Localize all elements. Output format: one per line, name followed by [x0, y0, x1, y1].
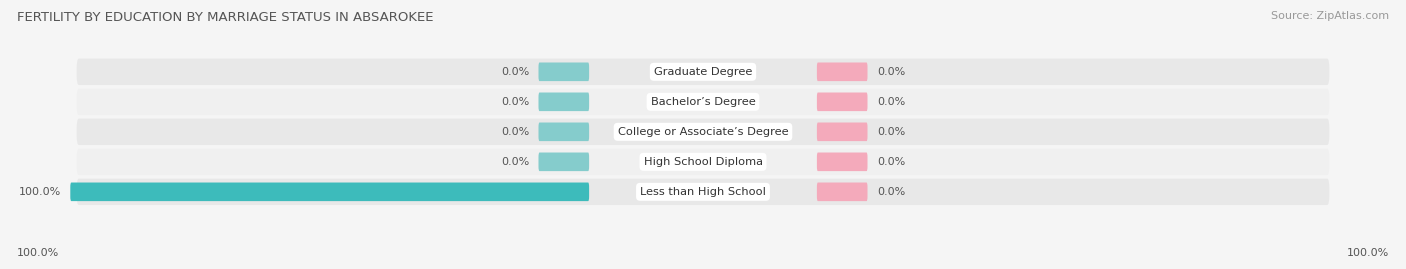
FancyBboxPatch shape [76, 148, 1330, 175]
FancyBboxPatch shape [538, 122, 589, 141]
Text: 0.0%: 0.0% [877, 127, 905, 137]
Text: 100.0%: 100.0% [18, 187, 60, 197]
Text: 0.0%: 0.0% [501, 127, 529, 137]
FancyBboxPatch shape [70, 182, 589, 201]
Text: 100.0%: 100.0% [1347, 248, 1389, 258]
FancyBboxPatch shape [817, 93, 868, 111]
Text: 0.0%: 0.0% [501, 157, 529, 167]
Text: 100.0%: 100.0% [17, 248, 59, 258]
Text: 0.0%: 0.0% [877, 97, 905, 107]
Text: 0.0%: 0.0% [501, 97, 529, 107]
FancyBboxPatch shape [76, 59, 1330, 85]
Text: 0.0%: 0.0% [877, 187, 905, 197]
Text: Source: ZipAtlas.com: Source: ZipAtlas.com [1271, 11, 1389, 21]
Text: College or Associate’s Degree: College or Associate’s Degree [617, 127, 789, 137]
Text: FERTILITY BY EDUCATION BY MARRIAGE STATUS IN ABSAROKEE: FERTILITY BY EDUCATION BY MARRIAGE STATU… [17, 11, 433, 24]
FancyBboxPatch shape [538, 93, 589, 111]
FancyBboxPatch shape [538, 153, 589, 171]
FancyBboxPatch shape [538, 62, 589, 81]
Text: 0.0%: 0.0% [877, 67, 905, 77]
FancyBboxPatch shape [817, 153, 868, 171]
FancyBboxPatch shape [817, 62, 868, 81]
FancyBboxPatch shape [817, 122, 868, 141]
Text: Bachelor’s Degree: Bachelor’s Degree [651, 97, 755, 107]
Text: 0.0%: 0.0% [877, 157, 905, 167]
Legend: Married, Unmarried: Married, Unmarried [617, 267, 789, 269]
FancyBboxPatch shape [817, 182, 868, 201]
FancyBboxPatch shape [76, 119, 1330, 145]
Text: High School Diploma: High School Diploma [644, 157, 762, 167]
Text: Graduate Degree: Graduate Degree [654, 67, 752, 77]
Text: 0.0%: 0.0% [501, 67, 529, 77]
FancyBboxPatch shape [76, 179, 1330, 205]
FancyBboxPatch shape [76, 89, 1330, 115]
Text: Less than High School: Less than High School [640, 187, 766, 197]
